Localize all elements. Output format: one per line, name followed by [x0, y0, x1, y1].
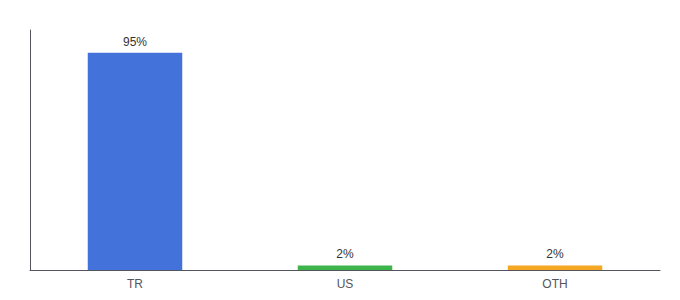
- svg-text:2%: 2%: [336, 247, 354, 261]
- svg-text:US: US: [337, 277, 354, 291]
- svg-text:TR: TR: [127, 277, 143, 291]
- svg-text:2%: 2%: [546, 247, 564, 261]
- svg-text:95%: 95%: [123, 35, 147, 49]
- svg-text:OTH: OTH: [542, 277, 567, 291]
